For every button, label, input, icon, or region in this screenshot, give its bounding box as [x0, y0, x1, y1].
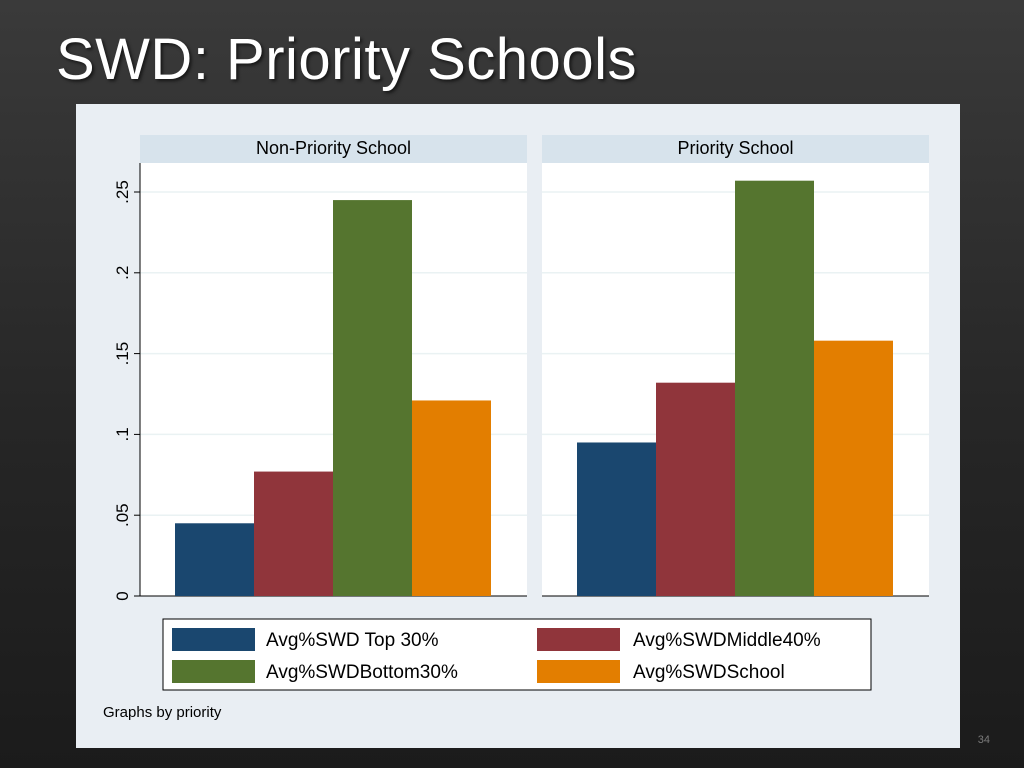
chart-note: Graphs by priority — [103, 704, 222, 721]
panel-header — [140, 135, 527, 163]
bar-3-panel-1 — [333, 200, 412, 596]
slide-title: SWD: Priority Schools — [56, 27, 637, 92]
legend-swatch — [172, 660, 255, 683]
bar-3-panel-2 — [735, 180, 814, 597]
y-tick-label: .25 — [113, 180, 132, 204]
panel-header-label: Non-Priority School — [256, 138, 411, 158]
y-tick-label: .15 — [113, 342, 132, 366]
bar-4-panel-2 — [814, 340, 893, 596]
bar-chart: Non-Priority School Priority School 0 .05 .1… — [113, 135, 929, 691]
y-tick-label: .2 — [113, 266, 132, 280]
legend-label: Avg%SWD Top 30% — [266, 630, 439, 651]
legend-label: Avg%SWDMiddle40% — [633, 630, 821, 651]
legend-swatch — [537, 660, 620, 683]
bar-2-panel-2 — [656, 382, 735, 596]
page-number: 34 — [977, 734, 990, 746]
panel-header-label: Priority School — [677, 138, 793, 158]
bar-2-panel-1 — [254, 471, 333, 596]
y-tick-label: .1 — [113, 427, 132, 441]
bar-1-panel-2 — [577, 442, 656, 596]
legend-swatch — [537, 628, 620, 651]
bar-4-panel-1 — [412, 400, 491, 596]
y-tick-label: .05 — [113, 503, 132, 527]
legend-label: Avg%SWDBottom30% — [266, 662, 458, 683]
legend-swatch — [172, 628, 255, 651]
legend — [162, 618, 872, 691]
legend-label: Avg%SWDSchool — [633, 662, 785, 683]
y-tick-label: 0 — [113, 591, 132, 600]
panel-header — [542, 135, 929, 163]
bar-1-panel-1 — [175, 523, 254, 596]
chart-panel: Non-Priority School Priority School 0 .05 .1… — [76, 104, 960, 748]
